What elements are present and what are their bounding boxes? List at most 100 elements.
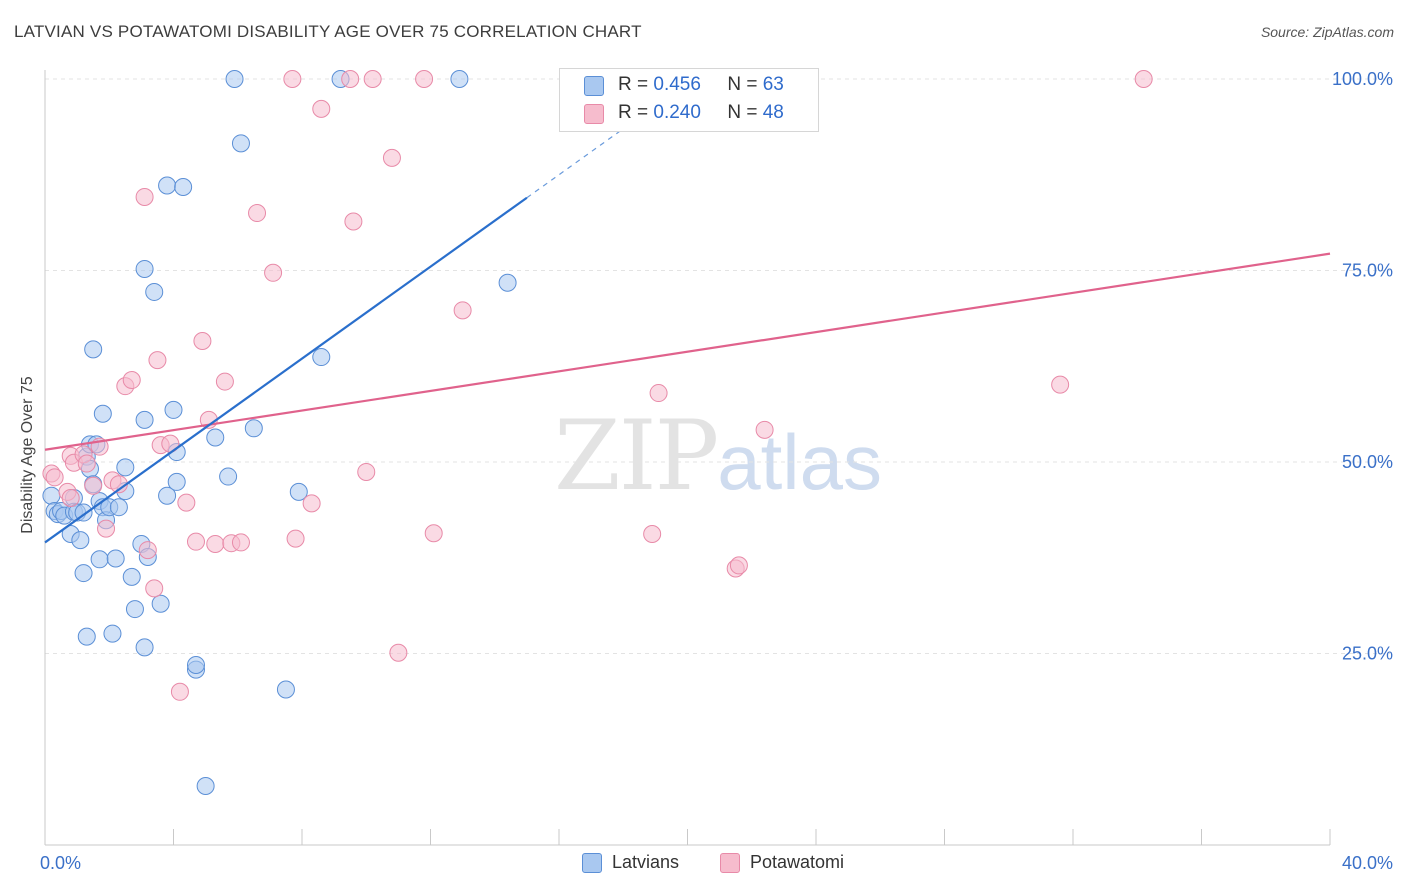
latvians-point — [206, 428, 225, 447]
potawatomi-point — [389, 643, 408, 662]
latvians-point — [289, 482, 308, 501]
series-potawatomi — [42, 70, 1153, 701]
potawatomi-point — [61, 489, 80, 508]
axes — [44, 70, 1331, 846]
source-label: Source: ZipAtlas.com — [1260, 24, 1394, 40]
y-tick-label: 75.0% — [1342, 261, 1393, 281]
potawatomi-point — [122, 371, 141, 390]
legend-row-latvians-text: R = 0.456 N = 63 — [618, 74, 784, 96]
latvians-point — [71, 531, 90, 550]
latvians-point — [174, 178, 193, 197]
latvians-point — [450, 70, 469, 88]
latvians-point — [145, 282, 164, 301]
potawatomi-point — [215, 372, 234, 391]
potawatomi-point — [97, 519, 116, 538]
potawatomi-point — [453, 301, 472, 320]
latvians-point — [498, 273, 517, 292]
potawatomi-point — [363, 70, 382, 88]
trend-lines — [44, 116, 1331, 544]
potawatomi-point — [649, 384, 668, 403]
latvians-point — [158, 486, 177, 505]
potawatomi-point — [248, 204, 267, 223]
latvians-point — [167, 472, 186, 491]
potawatomi-point — [45, 468, 64, 487]
potawatomi-point — [193, 331, 212, 350]
latvians-point — [77, 627, 96, 646]
potawatomi-point — [148, 351, 167, 370]
y-tick-label: 100.0% — [1332, 69, 1393, 89]
latvians-point — [103, 624, 122, 643]
latvians-point — [276, 680, 295, 699]
r-label: R = — [618, 74, 649, 95]
potawatomi-point — [286, 529, 305, 548]
y-axis-label: Disability Age Over 75 — [19, 376, 36, 534]
potawatomi-point — [1134, 70, 1153, 88]
potawatomi-point — [283, 70, 302, 88]
x-tick-label: 0.0% — [40, 853, 81, 873]
latvians-legend-swatch — [582, 853, 602, 873]
latvians-point — [135, 259, 154, 278]
series-latvians — [42, 70, 517, 796]
series-legend: Latvians Potawatomi — [0, 852, 1406, 878]
latvians-trend-extension — [526, 116, 640, 199]
latvians-point — [196, 777, 215, 796]
tick-labels: 25.0% 50.0% 75.0% 100.0% 0.0% 40.0% — [40, 69, 1393, 873]
latvians-point — [135, 410, 154, 429]
n-label: N = — [727, 74, 758, 95]
potawatomi-point — [84, 476, 103, 495]
latvians-point — [122, 567, 141, 586]
potawatomi-point — [135, 187, 154, 206]
y-tick-label: 25.0% — [1342, 644, 1393, 664]
legend-label-potawatomi: Potawatomi — [750, 852, 845, 872]
latvians-point — [125, 600, 144, 619]
n-value: 63 — [762, 74, 784, 95]
potawatomi-point — [177, 493, 196, 512]
n-value: 48 — [762, 102, 784, 123]
latvians-point — [186, 655, 205, 674]
chart-title: LATVIAN VS POTAWATOMI DISABILITY AGE OVE… — [14, 22, 642, 41]
latvians-point — [42, 486, 61, 505]
r-value: 0.456 — [653, 74, 701, 95]
latvians-point — [90, 550, 109, 569]
potawatomi-legend-swatch — [720, 853, 740, 873]
potawatomi-point — [424, 524, 443, 543]
latvians-point — [106, 549, 125, 568]
latvians-swatch — [584, 76, 604, 96]
latvians-point — [135, 638, 154, 657]
latvians-point — [151, 594, 170, 613]
latvians-point — [84, 340, 103, 359]
potawatomi-point — [145, 579, 164, 598]
potawatomi-swatch — [584, 104, 604, 124]
potawatomi-point — [755, 420, 774, 439]
potawatomi-point — [1051, 375, 1070, 394]
legend-row-potawatomi-text: R = 0.240 N = 48 — [618, 102, 784, 124]
y-tick-label: 50.0% — [1342, 452, 1393, 472]
potawatomi-point — [170, 682, 189, 701]
potawatomi-point — [302, 494, 321, 513]
latvians-point — [312, 348, 331, 367]
potawatomi-point — [206, 534, 225, 553]
correlation-legend: R = 0.456 N = 63 R = 0.240 N = 48 — [559, 68, 819, 132]
watermark-zip: ZIP — [554, 400, 719, 512]
latvians-point — [244, 419, 263, 438]
r-label: R = — [618, 102, 649, 123]
latvians-point — [158, 176, 177, 195]
n-label: N = — [727, 102, 758, 123]
potawatomi-trend-line — [44, 252, 1331, 451]
latvians-point — [116, 458, 135, 477]
latvians-point — [219, 467, 238, 486]
potawatomi-point — [341, 70, 360, 88]
potawatomi-point — [231, 533, 250, 552]
potawatomi-point — [415, 70, 434, 88]
potawatomi-point — [344, 212, 363, 231]
potawatomi-point — [729, 556, 748, 575]
potawatomi-point — [357, 462, 376, 481]
latvians-point — [74, 564, 93, 583]
potawatomi-point — [643, 525, 662, 544]
potawatomi-point — [382, 148, 401, 167]
r-value: 0.240 — [653, 102, 701, 123]
latvians-point — [225, 70, 244, 88]
potawatomi-point — [138, 541, 157, 560]
potawatomi-point — [264, 263, 283, 282]
